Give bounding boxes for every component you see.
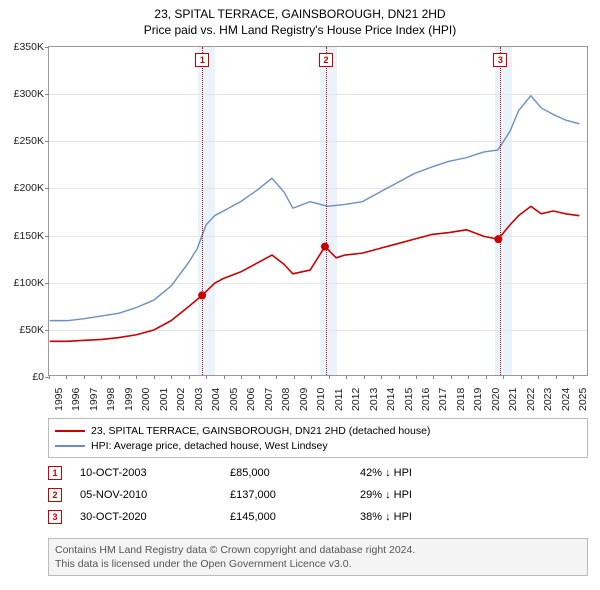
event-price-2: £137,000 (230, 489, 360, 501)
y-axis-label: £250K (14, 135, 49, 147)
x-axis-label: 2011 (333, 388, 345, 411)
y-axis-label: £100K (14, 277, 49, 289)
x-axis-label: 1997 (88, 388, 100, 411)
event-delta-2: 29% ↓ HPI (360, 489, 588, 501)
x-axis-label: 2009 (298, 388, 310, 411)
event-date-2: 05-NOV-2010 (80, 489, 230, 501)
title-sub: Price paid vs. HM Land Registry's House … (0, 22, 600, 38)
y-axis-label: £350K (14, 41, 49, 53)
y-axis-label: £150K (14, 230, 49, 242)
x-axis-label: 2019 (472, 388, 484, 411)
event-marker-2: 2 (48, 488, 62, 502)
x-axis-label: 2023 (542, 388, 554, 411)
x-axis-label: 2000 (140, 388, 152, 411)
event-date-3: 30-OCT-2020 (80, 511, 230, 523)
event-marker-1: 1 (48, 466, 62, 480)
x-axis-label: 2006 (245, 388, 257, 411)
footer-attribution: Contains HM Land Registry data © Crown c… (48, 538, 588, 576)
x-axis-label: 2007 (263, 388, 275, 411)
x-axis-label: 2010 (315, 388, 327, 411)
x-axis-label: 1998 (105, 388, 117, 411)
legend: 23, SPITAL TERRACE, GAINSBOROUGH, DN21 2… (48, 418, 588, 458)
event-marker-3: 3 (48, 510, 62, 524)
x-axis-label: 2005 (228, 388, 240, 411)
event-delta-1: 42% ↓ HPI (360, 467, 588, 479)
x-axis-label: 2001 (158, 388, 170, 411)
x-axis-label: 2015 (403, 388, 415, 411)
x-axis-label: 1999 (123, 388, 135, 411)
x-axis-label: 2024 (560, 388, 572, 411)
x-axis-label: 1995 (53, 388, 65, 411)
x-axis-label: 2020 (490, 388, 502, 411)
chart-plot-area: £0£50K£100K£150K£200K£250K£300K£350K1995… (48, 46, 588, 376)
event-date-1: 10-OCT-2003 (80, 467, 230, 479)
y-axis-label: £200K (14, 182, 49, 194)
title-main: 23, SPITAL TERRACE, GAINSBOROUGH, DN21 2… (0, 6, 600, 22)
legend-label-hpi: HPI: Average price, detached house, West… (91, 440, 328, 452)
plot-svg (49, 47, 587, 375)
x-axis-label: 2018 (455, 388, 467, 411)
event-row-3: 3 30-OCT-2020 £145,000 38% ↓ HPI (48, 506, 588, 528)
chart-event-marker: 2 (319, 53, 333, 67)
chart-event-marker: 3 (493, 53, 507, 67)
y-axis-label: £50K (19, 324, 49, 336)
x-axis-label: 2017 (437, 388, 449, 411)
x-axis-label: 2025 (577, 388, 589, 411)
x-axis-label: 2013 (368, 388, 380, 411)
x-axis-label: 2014 (385, 388, 397, 411)
x-axis-label: 2003 (193, 388, 205, 411)
x-axis-label: 2008 (280, 388, 292, 411)
event-row-2: 2 05-NOV-2010 £137,000 29% ↓ HPI (48, 484, 588, 506)
chart-event-marker: 1 (195, 53, 209, 67)
legend-swatch-price-paid (55, 430, 85, 432)
y-axis-label: £300K (14, 88, 49, 100)
legend-row-price-paid: 23, SPITAL TERRACE, GAINSBOROUGH, DN21 2… (55, 423, 581, 438)
x-axis-label: 2002 (175, 388, 187, 411)
legend-swatch-hpi (55, 445, 85, 447)
x-axis-label: 1996 (70, 388, 82, 411)
x-axis-label: 2012 (350, 388, 362, 411)
chart-container: 23, SPITAL TERRACE, GAINSBOROUGH, DN21 2… (0, 0, 600, 590)
event-price-1: £85,000 (230, 467, 360, 479)
event-price-3: £145,000 (230, 511, 360, 523)
events-table: 1 10-OCT-2003 £85,000 42% ↓ HPI 2 05-NOV… (48, 462, 588, 528)
title-block: 23, SPITAL TERRACE, GAINSBOROUGH, DN21 2… (0, 0, 600, 38)
x-axis-label: 2016 (420, 388, 432, 411)
footer-line-2: This data is licensed under the Open Gov… (55, 557, 581, 571)
y-axis-label: £0 (32, 371, 49, 383)
event-row-1: 1 10-OCT-2003 £85,000 42% ↓ HPI (48, 462, 588, 484)
x-axis-label: 2021 (507, 388, 519, 411)
legend-row-hpi: HPI: Average price, detached house, West… (55, 438, 581, 453)
x-axis-label: 2004 (210, 388, 222, 411)
legend-label-price-paid: 23, SPITAL TERRACE, GAINSBOROUGH, DN21 2… (91, 425, 430, 437)
footer-line-1: Contains HM Land Registry data © Crown c… (55, 543, 581, 557)
event-delta-3: 38% ↓ HPI (360, 511, 588, 523)
x-axis-label: 2022 (525, 388, 537, 411)
